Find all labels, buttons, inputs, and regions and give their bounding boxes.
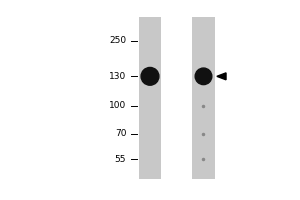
Text: 130: 130 [109,72,126,81]
Text: 70: 70 [115,129,126,138]
Polygon shape [217,73,226,80]
Text: 250: 250 [109,36,126,45]
FancyBboxPatch shape [139,17,161,179]
Text: 100: 100 [109,101,126,110]
FancyBboxPatch shape [192,17,214,179]
Ellipse shape [195,68,212,85]
Text: 55: 55 [115,155,126,164]
Ellipse shape [141,67,159,85]
